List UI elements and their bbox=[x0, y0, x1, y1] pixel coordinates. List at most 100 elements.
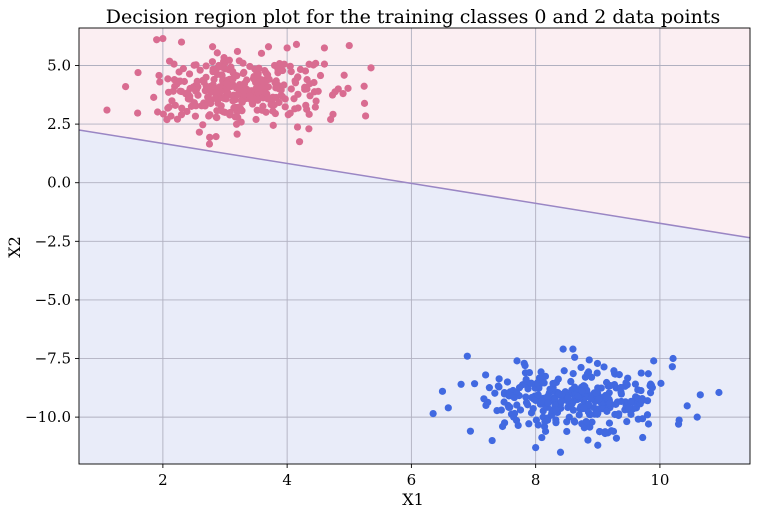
data-point-class-2 bbox=[537, 368, 545, 376]
data-point-class-0 bbox=[226, 108, 234, 117]
data-point bbox=[345, 41, 353, 50]
data-point-class-0 bbox=[178, 104, 186, 112]
x-tick-label: 2 bbox=[158, 471, 168, 489]
y-tick-label: −10.0 bbox=[25, 408, 71, 426]
data-point-class-0 bbox=[239, 59, 247, 67]
data-point bbox=[463, 352, 471, 360]
data-point-class-2 bbox=[593, 359, 602, 368]
data-point-class-0 bbox=[287, 68, 295, 76]
data-point-class-0 bbox=[268, 101, 277, 109]
data-point-class-2 bbox=[570, 417, 578, 425]
y-tick-label: −5.0 bbox=[35, 291, 71, 309]
data-point bbox=[283, 44, 291, 52]
data-point-class-2 bbox=[543, 392, 552, 401]
data-point-class-2 bbox=[623, 381, 631, 389]
data-point-class-2 bbox=[639, 415, 647, 423]
data-point-class-2 bbox=[495, 375, 503, 383]
data-point-class-2 bbox=[541, 418, 549, 426]
x-tick-label: 8 bbox=[531, 471, 541, 489]
data-point-class-0 bbox=[271, 78, 279, 87]
data-point bbox=[532, 443, 540, 452]
data-point-class-0 bbox=[306, 92, 314, 100]
data-point-class-2 bbox=[593, 408, 601, 416]
data-point-class-2 bbox=[498, 422, 507, 431]
x-axis-label: X1 bbox=[402, 490, 424, 509]
data-point-class-2 bbox=[580, 404, 588, 412]
data-point-class-2 bbox=[567, 403, 575, 411]
data-point-class-0 bbox=[264, 71, 272, 79]
data-point-class-2 bbox=[497, 406, 505, 414]
data-point bbox=[215, 61, 223, 70]
data-point bbox=[693, 413, 701, 421]
data-point-class-0 bbox=[232, 120, 241, 128]
data-point-class-2 bbox=[603, 407, 611, 415]
data-point-class-0 bbox=[159, 110, 167, 118]
data-point-class-0 bbox=[287, 85, 295, 93]
data-point-class-2 bbox=[627, 410, 635, 418]
data-point-class-2 bbox=[646, 389, 655, 397]
data-point-class-2 bbox=[482, 371, 490, 379]
data-point-class-2 bbox=[610, 367, 618, 375]
data-point-class-2 bbox=[669, 354, 677, 363]
data-point-class-0 bbox=[360, 82, 368, 90]
data-point-class-2 bbox=[480, 395, 488, 403]
data-point-class-2 bbox=[494, 382, 502, 390]
data-point bbox=[159, 34, 167, 43]
data-point-class-0 bbox=[291, 105, 299, 113]
data-point-class-0 bbox=[258, 84, 266, 92]
data-point-class-0 bbox=[212, 113, 220, 121]
data-point-class-0 bbox=[194, 91, 202, 99]
data-point-class-0 bbox=[275, 98, 283, 107]
data-point-class-0 bbox=[220, 54, 228, 62]
x-tick-label: 6 bbox=[407, 471, 417, 489]
x-tick-label: 10 bbox=[650, 471, 669, 489]
data-point bbox=[205, 140, 214, 148]
data-point-class-0 bbox=[240, 87, 248, 95]
data-point-class-2 bbox=[554, 375, 562, 383]
data-point-class-0 bbox=[294, 90, 302, 98]
data-point-class-0 bbox=[150, 93, 158, 101]
data-point-class-0 bbox=[213, 70, 222, 78]
axes: 2 4 6 8 10 5.0 2.5 0.0 −2.5 −5.0 −7.5 −10.0 bbox=[25, 27, 751, 489]
data-point-class-0 bbox=[316, 71, 325, 80]
data-point-class-2 bbox=[485, 384, 493, 392]
data-point-class-2 bbox=[541, 372, 550, 380]
plot-frame bbox=[78, 27, 751, 465]
data-point-class-0 bbox=[272, 84, 280, 92]
data-point-class-0 bbox=[167, 112, 175, 120]
data-point-class-0 bbox=[303, 85, 311, 93]
data-point-class-2 bbox=[570, 383, 579, 391]
data-point-class-2 bbox=[538, 397, 546, 405]
data-point bbox=[240, 80, 248, 88]
data-point-class-0 bbox=[233, 130, 241, 138]
chart-title: Decision region plot for the training cl… bbox=[106, 6, 720, 28]
data-point bbox=[302, 101, 310, 109]
data-point-class-2 bbox=[491, 389, 499, 397]
data-point-class-0 bbox=[210, 75, 218, 84]
data-point-class-2 bbox=[555, 390, 563, 398]
data-point-class-0 bbox=[360, 99, 369, 107]
data-point-class-0 bbox=[190, 61, 198, 69]
data-point-class-2 bbox=[516, 406, 525, 414]
data-point-class-0 bbox=[184, 95, 192, 103]
decision-boundary-group bbox=[78, 129, 751, 239]
data-point-class-2 bbox=[503, 378, 512, 386]
data-point bbox=[482, 401, 490, 409]
data-point bbox=[233, 47, 242, 56]
data-point-class-0 bbox=[154, 108, 162, 116]
data-point-class-0 bbox=[340, 71, 348, 79]
y-tick-label: −2.5 bbox=[35, 232, 71, 250]
data-point-class-2 bbox=[551, 395, 559, 403]
data-point-class-0 bbox=[183, 107, 191, 116]
data-point-class-2 bbox=[557, 397, 566, 406]
data-point-class-2 bbox=[657, 379, 665, 387]
data-point-class-2 bbox=[586, 411, 594, 419]
data-point-class-2 bbox=[560, 367, 568, 375]
data-point-class-0 bbox=[254, 71, 262, 79]
data-point-class-0 bbox=[201, 102, 209, 110]
data-point-class-2 bbox=[637, 369, 645, 377]
data-point-class-2 bbox=[609, 427, 618, 435]
data-point-class-0 bbox=[312, 97, 320, 105]
data-point bbox=[643, 411, 652, 419]
